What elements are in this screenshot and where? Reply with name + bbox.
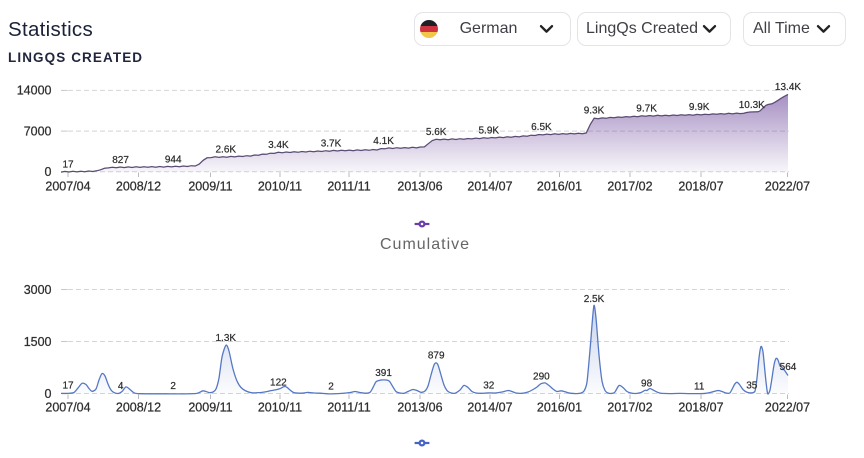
svg-text:2010/11: 2010/11	[258, 400, 302, 414]
svg-text:2011/11: 2011/11	[327, 400, 370, 414]
svg-text:9.7K: 9.7K	[636, 103, 657, 114]
svg-text:6.5K: 6.5K	[531, 122, 552, 133]
svg-text:11: 11	[694, 382, 705, 393]
svg-text:2.6K: 2.6K	[216, 145, 237, 156]
svg-text:2022/07: 2022/07	[765, 400, 810, 414]
svg-text:14000: 14000	[17, 84, 52, 98]
svg-text:2009/11: 2009/11	[188, 400, 232, 414]
svg-text:2: 2	[170, 381, 176, 392]
svg-text:391: 391	[375, 368, 392, 379]
svg-text:98: 98	[641, 379, 653, 390]
svg-text:5.6K: 5.6K	[426, 127, 447, 138]
svg-text:5.9K: 5.9K	[479, 126, 500, 137]
svg-text:2008/12: 2008/12	[116, 179, 161, 193]
svg-text:17: 17	[62, 160, 74, 171]
svg-text:2014/07: 2014/07	[467, 400, 512, 414]
svg-text:2022/07: 2022/07	[765, 179, 810, 193]
svg-text:2007/04: 2007/04	[45, 400, 90, 414]
svg-text:3.7K: 3.7K	[321, 138, 342, 149]
svg-text:944: 944	[165, 154, 182, 165]
svg-text:4.1K: 4.1K	[373, 136, 394, 147]
svg-text:2018/07: 2018/07	[678, 179, 723, 193]
svg-text:2011/11: 2011/11	[327, 179, 370, 193]
svg-text:0: 0	[45, 165, 52, 179]
svg-text:2017/02: 2017/02	[607, 179, 652, 193]
svg-text:32: 32	[483, 381, 495, 392]
svg-text:2014/07: 2014/07	[467, 179, 512, 193]
svg-text:17: 17	[62, 381, 74, 392]
svg-text:122: 122	[270, 378, 287, 389]
svg-text:2017/02: 2017/02	[607, 400, 652, 414]
svg-text:4: 4	[118, 381, 124, 392]
svg-text:0: 0	[45, 387, 52, 401]
svg-text:2016/01: 2016/01	[537, 400, 582, 414]
svg-text:1500: 1500	[24, 335, 52, 349]
svg-text:35: 35	[746, 380, 758, 391]
svg-text:7000: 7000	[24, 124, 52, 138]
svg-text:2010/11: 2010/11	[258, 179, 302, 193]
svg-text:13.4K: 13.4K	[775, 82, 801, 93]
svg-text:827: 827	[112, 155, 129, 166]
svg-text:9.9K: 9.9K	[689, 102, 710, 113]
svg-text:3000: 3000	[24, 283, 52, 297]
svg-text:9.3K: 9.3K	[584, 106, 605, 117]
svg-text:879: 879	[428, 351, 445, 362]
svg-text:2007/04: 2007/04	[45, 179, 90, 193]
svg-text:2009/11: 2009/11	[188, 179, 232, 193]
svg-text:3.4K: 3.4K	[268, 140, 289, 151]
svg-text:2: 2	[328, 382, 334, 393]
svg-text:2008/12: 2008/12	[116, 400, 161, 414]
svg-text:2013/06: 2013/06	[397, 400, 442, 414]
svg-text:2018/07: 2018/07	[678, 400, 723, 414]
svg-text:290: 290	[533, 372, 550, 383]
svg-text:2016/01: 2016/01	[537, 179, 582, 193]
svg-text:1.3K: 1.3K	[216, 333, 237, 344]
svg-text:2013/06: 2013/06	[397, 179, 442, 193]
svg-text:10.3K: 10.3K	[739, 100, 765, 111]
svg-text:564: 564	[780, 362, 797, 373]
svg-text:2.5K: 2.5K	[584, 294, 605, 305]
